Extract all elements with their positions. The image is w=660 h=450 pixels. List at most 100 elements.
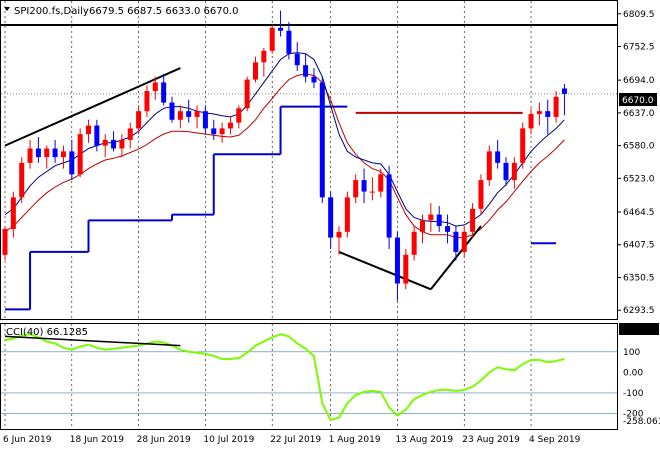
candle-body	[269, 27, 275, 51]
price-tick-label: 6637.0	[623, 109, 655, 119]
candle-body	[336, 231, 342, 238]
candle-body	[119, 139, 125, 149]
candle-body	[428, 214, 434, 221]
candle-body	[10, 197, 16, 229]
date-tick-label: 13 Aug 2019	[395, 435, 453, 445]
price-tick-label: 6464.5	[623, 208, 655, 218]
price-tick-label: 6809.5	[623, 10, 655, 20]
candle-body	[202, 111, 208, 129]
cci-tick-label: -100	[623, 389, 644, 399]
candle-body	[378, 174, 384, 192]
candle-body	[495, 151, 501, 163]
candle-body	[420, 220, 425, 232]
candle-body	[177, 111, 183, 120]
date-tick-label: 10 Jul 2019	[203, 435, 254, 445]
candle-body	[19, 162, 25, 198]
candle-body	[219, 128, 225, 135]
candle-body	[453, 231, 459, 252]
candle-body	[394, 237, 400, 284]
candle-body	[278, 27, 284, 31]
collapse-arrow-icon[interactable]	[4, 7, 10, 11]
price-tick-label: 6293.5	[623, 306, 655, 316]
candlestick-series	[2, 10, 567, 301]
candle-body	[52, 148, 58, 158]
candle-body	[311, 76, 317, 83]
candle-body	[478, 180, 484, 209]
date-tick-label: 22 Jul 2019	[270, 435, 321, 445]
cci-tick-label: 0.00	[623, 368, 643, 378]
candle-body	[77, 134, 83, 175]
candle-body	[152, 82, 158, 92]
candle-body	[445, 226, 451, 232]
candle-body	[69, 151, 75, 175]
candle-body	[386, 174, 392, 238]
trendline	[338, 251, 432, 291]
candle-body	[511, 162, 517, 181]
date-tick-label: 4 Sep 2019	[529, 435, 581, 445]
cci-tick-label: -200	[623, 410, 644, 420]
cci-value-tag	[619, 323, 659, 335]
candle-body	[60, 151, 66, 158]
ohlc-values: 6679.5 6687.5 6633.0 6670.0	[89, 6, 239, 17]
candle-body	[528, 114, 534, 129]
current-price-label: 6670.0	[622, 96, 654, 106]
candle-body	[536, 111, 542, 115]
candle-body	[86, 125, 91, 135]
candle-body	[244, 79, 250, 109]
date-tick-label: 1 Aug 2019	[329, 435, 381, 445]
candle-body	[403, 254, 409, 284]
price-tick-label: 6694.0	[623, 76, 655, 86]
price-tick-label: 6407.5	[623, 241, 655, 251]
candle-body	[211, 128, 217, 135]
date-tick-label: 23 Aug 2019	[462, 435, 520, 445]
price-tick-label: 6350.5	[623, 273, 655, 283]
cci-tick-label: -258.0613	[623, 417, 660, 427]
candle-body	[303, 65, 309, 77]
chart-symbol-title: SPI200.fs,Daily	[14, 6, 89, 17]
candle-body	[102, 139, 108, 146]
candle-body	[253, 62, 258, 80]
candle-body	[411, 231, 417, 255]
candle-body	[161, 82, 167, 103]
candle-body	[227, 122, 233, 129]
candle-body	[169, 102, 175, 120]
cci-indicator-label: CCI(40) 66.1285	[6, 327, 88, 338]
candle-body	[127, 128, 133, 140]
date-tick-label: 6 Jun 2019	[3, 435, 52, 445]
cci-line	[4, 333, 565, 421]
candle-body	[561, 88, 567, 94]
candle-body	[27, 148, 33, 163]
price-tick-label: 6523.0	[623, 174, 655, 184]
candle-body	[486, 151, 492, 181]
candle-body	[261, 50, 267, 63]
candle-body	[344, 197, 350, 232]
date-tick-label: 18 Jun 2019	[70, 435, 124, 445]
candle-body	[553, 96, 559, 117]
candle-body	[236, 108, 242, 123]
candle-body	[470, 208, 476, 232]
candle-body	[194, 111, 200, 117]
price-tick-label: 6580.0	[623, 142, 655, 152]
candle-body	[2, 228, 8, 255]
current-price-tag	[619, 93, 657, 106]
candle-body	[186, 111, 192, 117]
cci-trendline	[4, 335, 181, 347]
main-panel-frame	[0, 0, 618, 320]
trendline	[4, 67, 181, 147]
candle-body	[294, 53, 300, 66]
candle-body	[144, 91, 150, 112]
candle-body	[94, 125, 100, 146]
candle-body	[319, 82, 325, 198]
candle-body	[44, 148, 50, 158]
candle-body	[353, 180, 359, 198]
cci-panel-frame	[0, 323, 618, 430]
cci-tick-label: 100	[623, 348, 640, 358]
date-tick-label: 28 Jun 2019	[137, 435, 191, 445]
candle-body	[361, 180, 367, 192]
candle-body	[111, 139, 117, 149]
candle-body	[436, 214, 442, 227]
candle-body	[520, 128, 526, 163]
price-tick-label: 6752.5	[623, 43, 655, 53]
date-axis: 6 Jun 2019 18 Jun 2019 28 Jun 2019 10 Jul 2…	[3, 435, 581, 445]
